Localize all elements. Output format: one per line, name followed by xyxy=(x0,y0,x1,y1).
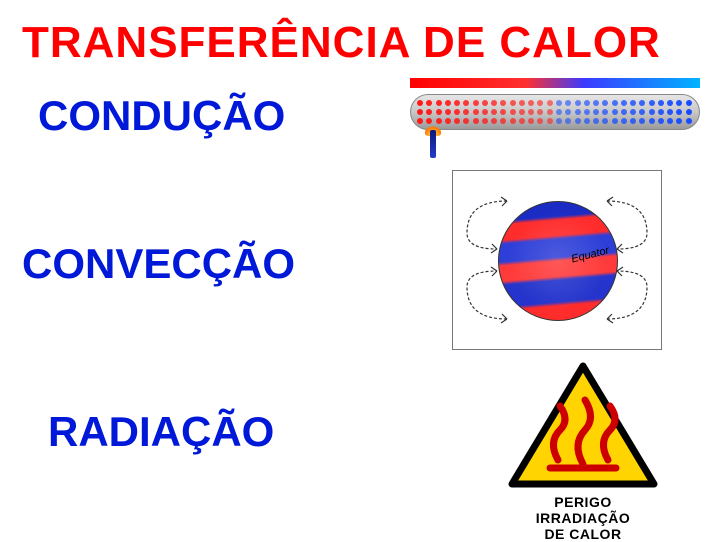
convection-figure: Equator xyxy=(452,170,662,350)
heat-gradient-bar xyxy=(410,78,700,88)
conduction-figure xyxy=(410,78,700,158)
warning-triangle-icon xyxy=(508,360,658,490)
burner-stand xyxy=(430,130,436,158)
convection-arrow-icon xyxy=(457,265,517,327)
convection-arrow-icon xyxy=(457,193,517,255)
metal-rod xyxy=(410,94,700,130)
convection-arrow-icon xyxy=(597,265,657,327)
radiation-warning-sign: PERIGO IRRADIAÇÃO DE CALOR xyxy=(498,360,668,542)
heading-radiation: RADIAÇÃO xyxy=(48,408,274,456)
warning-line-2: IRRADIAÇÃO xyxy=(498,510,668,526)
warning-text: PERIGO IRRADIAÇÃO DE CALOR xyxy=(498,494,668,542)
warning-line-1: PERIGO xyxy=(498,494,668,510)
page-title: TRANSFERÊNCIA DE CALOR xyxy=(22,18,661,68)
heading-convection: CONVECÇÃO xyxy=(22,240,295,288)
convection-arrow-icon xyxy=(597,193,657,255)
heading-conduction: CONDUÇÃO xyxy=(38,92,285,140)
